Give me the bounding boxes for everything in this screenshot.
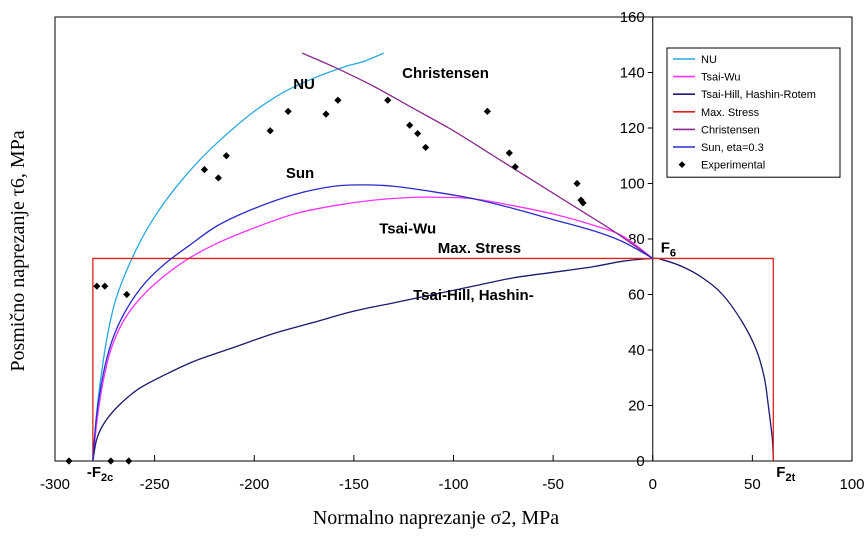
y-tick-label: 20 bbox=[628, 398, 645, 415]
legend-box bbox=[666, 47, 841, 178]
experimental-point bbox=[573, 179, 581, 188]
series-line-sun-eta-0-3 bbox=[92, 184, 654, 462]
experimental-point bbox=[406, 121, 414, 129]
experimental-points bbox=[65, 96, 587, 465]
x-tick-label: 50 bbox=[744, 476, 761, 493]
y-tick-label: 0 bbox=[636, 453, 644, 470]
x-tick-label: -50 bbox=[542, 476, 564, 493]
y-tick-label: 160 bbox=[620, 9, 645, 26]
experimental-point bbox=[125, 457, 133, 465]
legend: NU Tsai-Wu Tsai-Hill, Hashin-Rotem Max. Str… bbox=[666, 47, 841, 178]
experimental-point bbox=[579, 199, 587, 207]
point-label: F2t bbox=[776, 464, 795, 484]
experimental-point bbox=[214, 174, 222, 182]
experimental-point bbox=[483, 107, 491, 115]
experimental-point bbox=[200, 166, 209, 174]
point-label: -F2c bbox=[87, 464, 113, 484]
experimental-point bbox=[505, 149, 513, 157]
point-labels: F6 -F2c F2t bbox=[87, 239, 796, 484]
series-line-christensen bbox=[301, 52, 654, 259]
x-tick-label: -150 bbox=[339, 476, 369, 493]
x-ticks: -300 -250 -200 -150 -100 -50 0 50 100 bbox=[40, 455, 865, 493]
experimental-point bbox=[266, 127, 274, 135]
y-tick-label: 100 bbox=[620, 176, 645, 193]
experimental-point bbox=[123, 290, 131, 299]
experimental-point bbox=[222, 152, 230, 160]
experimental-point bbox=[334, 96, 342, 104]
x-axis-title: Normalno naprezanje σ2, MPa bbox=[313, 507, 559, 529]
y-tick-label: 40 bbox=[628, 342, 645, 359]
experimental-point bbox=[107, 457, 115, 465]
point-label: F6 bbox=[661, 239, 676, 259]
curve-annotation: Tsai-Hill, Hashin- bbox=[413, 287, 534, 304]
legend-entry: Sun, eta=0.3 bbox=[701, 142, 764, 154]
series-line-tsai-wu bbox=[92, 196, 654, 462]
series-line-max-stress bbox=[92, 257, 774, 461]
legend-entry: NU bbox=[701, 54, 717, 66]
y-tick-label: 120 bbox=[620, 120, 645, 137]
y-axis-title: Posmično naprezanje τ6, MPa bbox=[7, 130, 29, 371]
experimental-point bbox=[422, 143, 430, 152]
x-tick-label: 100 bbox=[839, 476, 864, 493]
curve-annotation: Tsai-Wu bbox=[379, 220, 436, 237]
series-lines bbox=[92, 52, 774, 462]
experimental-point bbox=[65, 457, 73, 465]
experimental-point bbox=[101, 282, 109, 290]
legend-entry: Experimental bbox=[701, 160, 765, 172]
series-line-nu bbox=[92, 52, 385, 462]
legend-entry: Tsai-Wu bbox=[701, 72, 741, 84]
experimental-point bbox=[322, 110, 330, 118]
legend-entry: Tsai-Hill, Hashin-Rotem bbox=[701, 89, 816, 101]
experimental-point bbox=[511, 163, 519, 171]
legend-marker bbox=[678, 161, 686, 168]
experimental-point bbox=[284, 107, 292, 115]
x-tick-label: -300 bbox=[40, 476, 70, 493]
y-tick-label: 140 bbox=[620, 65, 645, 82]
curve-annotation: Christensen bbox=[402, 65, 489, 82]
curve-annotation: Sun bbox=[286, 165, 314, 182]
x-tick-label: -100 bbox=[438, 476, 468, 493]
experimental-point bbox=[384, 96, 392, 104]
curve-annotation: Max. Stress bbox=[438, 240, 521, 257]
curve-annotation: NU bbox=[293, 76, 315, 93]
legend-entry: Christensen bbox=[701, 124, 760, 136]
experimental-point bbox=[93, 282, 101, 290]
y-tick-label: 60 bbox=[628, 287, 645, 304]
x-tick-label: -200 bbox=[239, 476, 269, 493]
x-tick-label: -250 bbox=[140, 476, 170, 493]
legend-entry: Max. Stress bbox=[701, 107, 760, 119]
series-line-tsai-hill-hashin-rotem bbox=[92, 257, 774, 462]
x-tick-label: 0 bbox=[649, 476, 657, 493]
experimental-point bbox=[414, 129, 422, 138]
